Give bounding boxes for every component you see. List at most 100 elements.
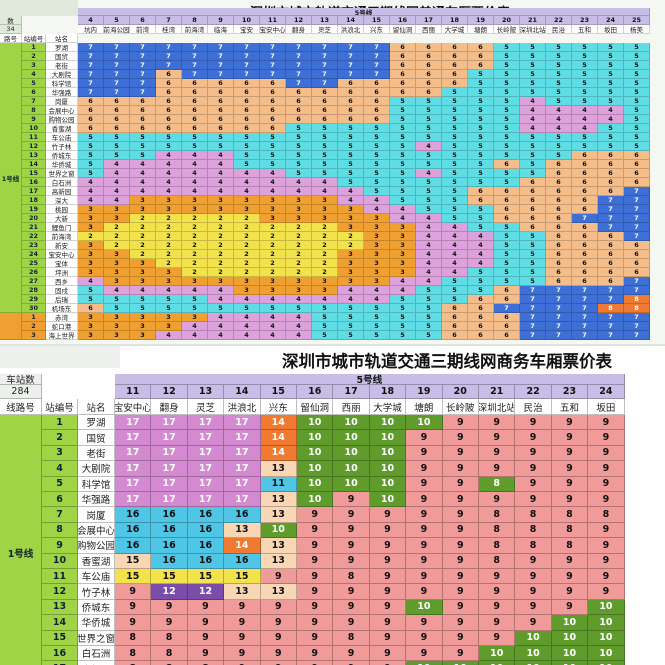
fare-cell: 5 <box>442 178 468 187</box>
fare-cell: 5 <box>208 133 234 142</box>
fare-cell: 6 <box>546 241 572 250</box>
col-station-name: 宝安中心 <box>115 399 152 415</box>
fare-cell: 4 <box>182 322 208 331</box>
fare-cell: 7 <box>234 61 260 70</box>
fare-cell: 6 <box>520 214 546 223</box>
fare-cell: 5 <box>468 133 494 142</box>
fare-cell: 16 <box>187 522 225 539</box>
fare-cell: 5 <box>338 304 364 313</box>
fare-cell: 2 <box>286 232 312 241</box>
fare-cell: 5 <box>78 151 104 160</box>
fare-cell: 5 <box>338 313 364 322</box>
fare-cell: 6 <box>390 52 416 61</box>
fare-cell: 9 <box>515 445 552 462</box>
fare-cell: 5 <box>442 187 468 196</box>
col-number: 18 <box>369 385 407 399</box>
fare-cell: 5 <box>468 223 494 232</box>
fare-cell: 7 <box>260 70 286 79</box>
fare-cell: 2 <box>286 241 312 250</box>
fare-cell: 3 <box>78 331 104 340</box>
fare-cell: 5 <box>364 124 390 133</box>
fare-cell: 9 <box>551 599 589 616</box>
fare-cell: 7 <box>104 79 130 88</box>
station-name: 侨城东 <box>78 599 115 616</box>
fare-cell: 9 <box>406 553 443 569</box>
fare-cell: 16 <box>151 522 188 539</box>
fare-cell: 17 <box>115 415 152 431</box>
fare-cell: 5 <box>390 106 416 115</box>
fare-cell: 5 <box>494 250 520 259</box>
fare-cell: 7 <box>598 313 624 322</box>
fare-cell: 4 <box>286 331 312 340</box>
station-name: 华强路 <box>46 88 78 97</box>
fare-cell: 4 <box>260 331 286 340</box>
fare-cell: 17 <box>151 492 188 508</box>
fare-cell: 13 <box>260 584 297 600</box>
station-name: 西乡 <box>46 277 78 286</box>
fare-cell: 2 <box>182 214 208 223</box>
col-number: 13 <box>187 385 225 399</box>
fare-cell: 4 <box>416 241 442 250</box>
col-station-name: 民治 <box>546 25 572 34</box>
fare-cell: 7 <box>598 286 624 295</box>
station-name: 国贸 <box>78 430 115 446</box>
fare-cell: 6 <box>286 97 312 106</box>
fare-cell: 9 <box>442 599 479 616</box>
fare-cell: 3 <box>390 232 416 241</box>
fare-cell: 7 <box>364 52 390 61</box>
fare-cell: 3 <box>338 223 364 232</box>
fare-cell: 5 <box>546 43 572 52</box>
col-station-name: 民治 <box>515 399 552 415</box>
fare-cell: 10 <box>297 415 334 431</box>
fare-cell: 6 <box>442 61 468 70</box>
fare-cell: 9 <box>515 430 552 446</box>
fare-cell: 4 <box>442 268 468 277</box>
fare-cell: 16 <box>187 507 225 523</box>
fare-cell: 7 <box>598 322 624 331</box>
fare-cell: 5 <box>598 124 624 133</box>
fare-cell: 2 <box>104 223 130 232</box>
fare-cell: 6 <box>598 187 624 196</box>
fare-cell: 14 <box>260 445 297 462</box>
fare-cell: 5 <box>468 178 494 187</box>
fare-cell: 6 <box>156 115 182 124</box>
fare-cell: 3 <box>338 268 364 277</box>
fare-cell: 4 <box>260 295 286 304</box>
col-station-name: 宝安 <box>234 25 260 34</box>
fare-cell: 6 <box>546 160 572 169</box>
fare-cell: 5 <box>598 43 624 52</box>
fare-cell: 5 <box>104 133 130 142</box>
fare-cell: 3 <box>104 259 130 268</box>
station-name: 竹子林 <box>46 142 78 151</box>
fare-cell: 3 <box>104 277 130 286</box>
station-number: 8 <box>42 522 78 539</box>
panel-divider <box>0 344 665 347</box>
fare-cell: 5 <box>572 61 598 70</box>
fare-cell: 9 <box>224 661 261 665</box>
station-name: 海上世界 <box>46 331 78 340</box>
fare-cell: 7 <box>104 52 130 61</box>
fare-cell: 5 <box>182 304 208 313</box>
fare-cell: 6 <box>208 106 234 115</box>
fare-cell: 8 <box>151 661 188 665</box>
station-number: 27 <box>22 277 46 286</box>
fare-cell: 6 <box>546 196 572 205</box>
fare-cell: 5 <box>624 115 650 124</box>
fare-cell: 9 <box>588 430 625 446</box>
line-banner: 5号线 <box>78 8 650 16</box>
fare-cell: 6 <box>598 178 624 187</box>
fare-cell: 6 <box>286 115 312 124</box>
fare-cell: 6 <box>156 70 182 79</box>
fare-cell: 3 <box>156 313 182 322</box>
fare-cell: 6 <box>130 97 156 106</box>
station-number: 16 <box>22 178 46 187</box>
fare-cell: 6 <box>182 97 208 106</box>
fare-cell: 6 <box>416 61 442 70</box>
col-station-name: 桂湾 <box>156 25 182 34</box>
fare-cell: 10 <box>551 630 589 646</box>
fare-cell: 7 <box>104 70 130 79</box>
fare-cell: 3 <box>234 196 260 205</box>
fare-cell: 9 <box>479 461 516 477</box>
fare-cell: 6 <box>390 61 416 70</box>
fare-cell: 6 <box>572 277 598 286</box>
